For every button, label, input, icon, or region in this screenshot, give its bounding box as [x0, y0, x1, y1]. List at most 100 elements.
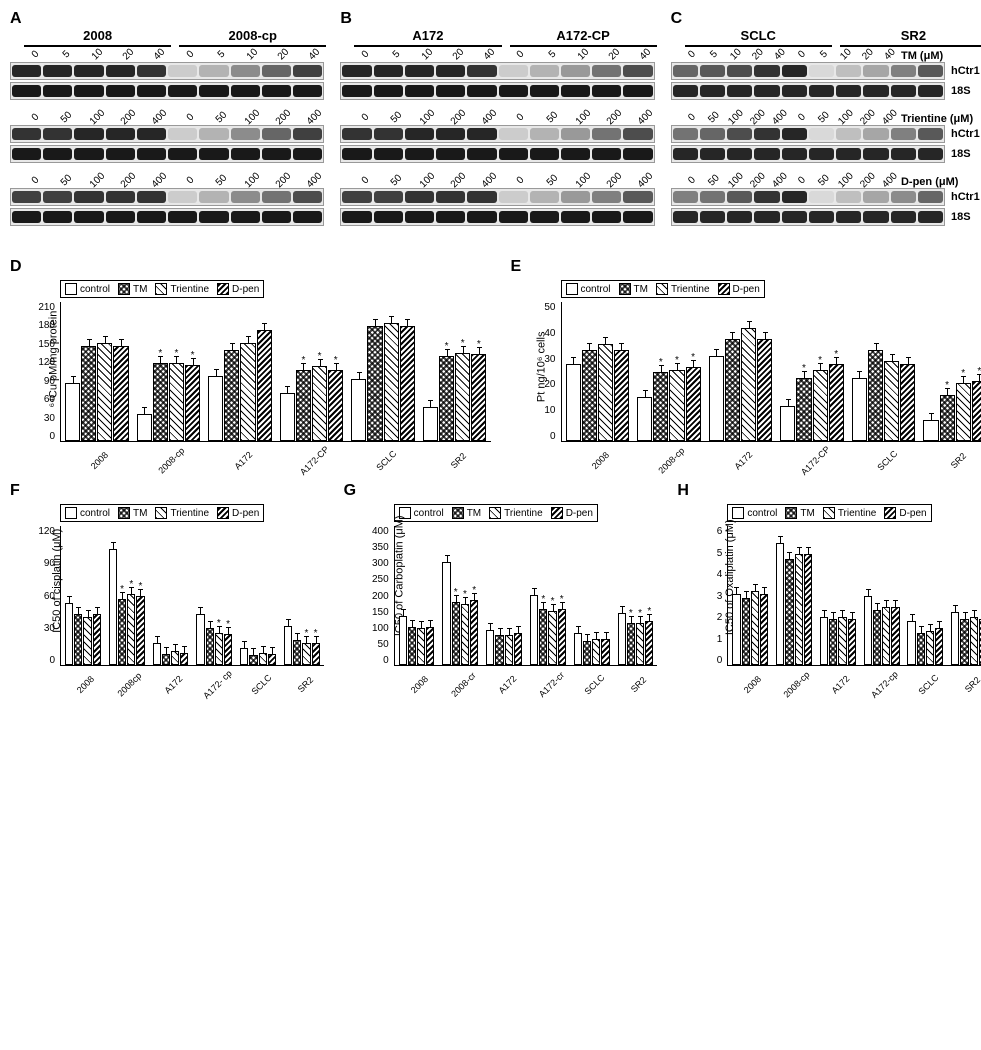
bar: * [296, 370, 311, 442]
legend-label: TM [800, 508, 814, 519]
bar-group [153, 526, 189, 665]
bar [113, 346, 128, 441]
blot-band [74, 211, 103, 223]
bar [891, 607, 899, 665]
legend-label: D-pen [566, 508, 593, 519]
bar: * [471, 354, 486, 441]
bar [208, 376, 223, 441]
blot-band [754, 128, 779, 140]
bar: * [669, 370, 684, 442]
bar: * [455, 353, 470, 441]
legend-label: control [414, 508, 444, 519]
y-axis: 0123456 [692, 526, 722, 666]
legend-label: D-pen [899, 508, 926, 519]
legend-item: TM [619, 283, 648, 295]
bar [240, 343, 255, 441]
bar [776, 543, 784, 665]
x-tick: SCLC [912, 668, 944, 700]
legend-swatch [566, 283, 578, 295]
blot-band [231, 148, 260, 160]
blot-band [231, 85, 260, 97]
blot-band [106, 85, 135, 97]
bar-group [486, 526, 522, 665]
legend-label: TM [634, 284, 648, 295]
bar: * [452, 602, 460, 665]
legend-swatch [619, 283, 631, 295]
bar [530, 595, 538, 665]
blot-band [700, 148, 725, 160]
bar [65, 383, 80, 441]
bar [257, 330, 272, 441]
blot-band [863, 191, 888, 203]
bar [917, 633, 925, 665]
bar [742, 598, 750, 665]
significance-star: * [560, 594, 564, 605]
legend-label: control [747, 508, 777, 519]
blot-band [673, 211, 698, 223]
bar-group: *** [923, 302, 981, 441]
blot-band [891, 191, 916, 203]
bar-group: *** [780, 302, 844, 441]
bar-group: *** [137, 302, 201, 441]
legend-swatch [489, 507, 501, 519]
cell-line-header: SCLC [685, 28, 832, 47]
x-tick: 2008 [403, 668, 435, 700]
y-tick: 50 [526, 302, 556, 313]
legend-item: Trientine [155, 283, 209, 295]
blot-band [74, 148, 103, 160]
significance-star: * [818, 355, 822, 366]
bar [384, 323, 399, 441]
chart-legend: controlTMTrientineD-pen [60, 280, 264, 298]
blot-band [809, 65, 834, 77]
blot-strip [10, 208, 324, 226]
blot-band [891, 85, 916, 97]
bar: * [470, 600, 478, 665]
bar [486, 630, 494, 665]
bar: * [328, 370, 343, 442]
blot-band [891, 148, 916, 160]
panel-letter: D [10, 258, 491, 276]
blot-band [754, 191, 779, 203]
legend-label: TM [133, 508, 147, 519]
significance-star: * [977, 366, 981, 377]
blot-band [782, 148, 807, 160]
bar [81, 346, 96, 441]
y-tick: 150 [25, 339, 55, 350]
bar: * [940, 395, 955, 441]
panel-F: FcontrolTMTrientineD-penIC50 of cisplati… [10, 482, 324, 686]
bar-group [820, 526, 856, 665]
blot-band [137, 85, 166, 97]
bar-group: *** [442, 526, 478, 665]
panel-C: CSCLCSR20510204005102040TM (μM)hCtr118S0… [671, 10, 981, 238]
bar [780, 406, 795, 441]
bar-group [951, 526, 981, 665]
blot-strip [340, 82, 654, 100]
bar: * [224, 634, 232, 665]
blot-band [137, 148, 166, 160]
y-tick: 5 [692, 548, 722, 559]
legend-swatch [65, 283, 77, 295]
treatment-label: D-pen (μM) [901, 176, 981, 188]
x-tick: A172 [491, 668, 523, 700]
legend-item: TM [452, 507, 481, 519]
bar [293, 640, 301, 665]
bar [206, 628, 214, 665]
blot-target-label: hCtr1 [951, 191, 981, 203]
bar [574, 633, 582, 665]
blot-band [809, 128, 834, 140]
x-axis: 20082008cpA172A172- cpSCLCSR2 [60, 671, 324, 691]
legend-swatch [551, 507, 563, 519]
blot-band [231, 211, 260, 223]
blot-strip [671, 62, 945, 80]
blot-band [918, 211, 943, 223]
y-tick: 180 [25, 320, 55, 331]
bar: * [548, 611, 556, 665]
blot-band [918, 128, 943, 140]
bar [137, 414, 152, 441]
x-tick: SCLC [861, 434, 913, 486]
treatment-label: Trientine (μM) [901, 113, 981, 125]
bar: * [215, 633, 223, 665]
significance-star: * [217, 618, 221, 629]
legend-swatch [785, 507, 797, 519]
blot-band [199, 85, 228, 97]
